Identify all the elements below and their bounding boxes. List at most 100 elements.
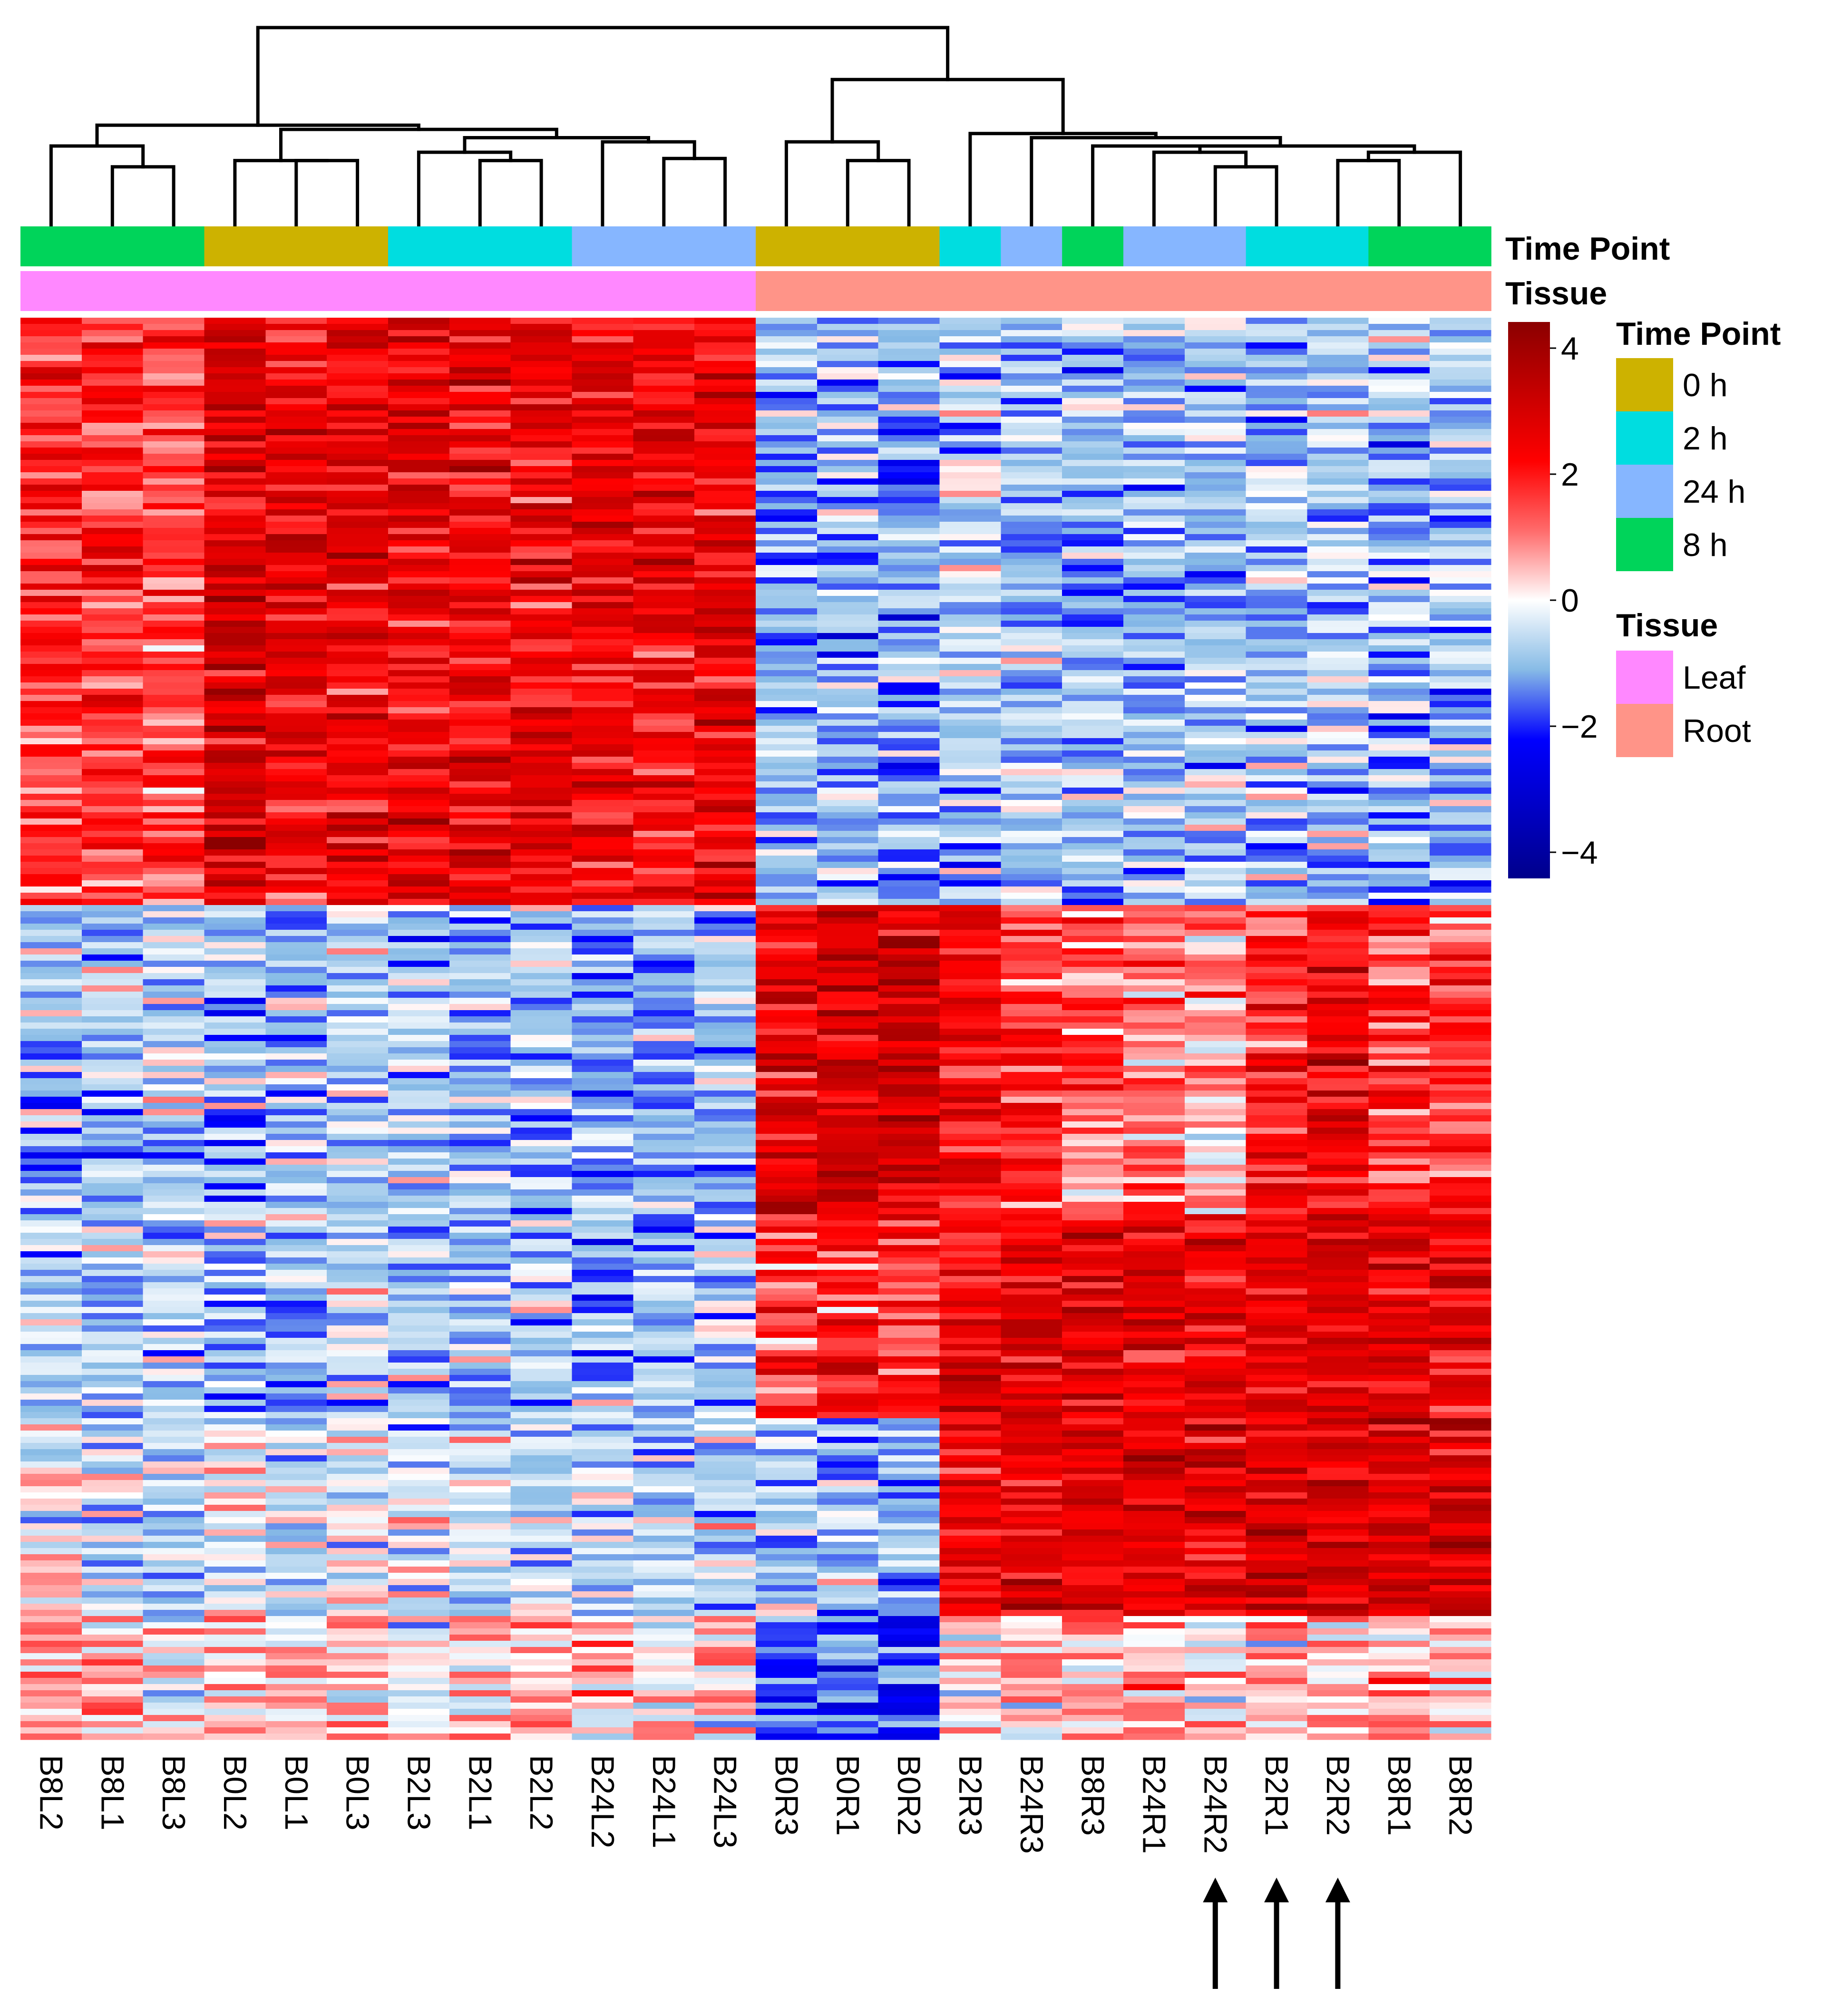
heatmap-cell xyxy=(449,917,511,924)
heatmap-cell xyxy=(1001,528,1062,535)
heatmap-cell xyxy=(388,886,450,893)
heatmap-cell xyxy=(817,602,879,609)
heatmap-cell xyxy=(388,398,450,405)
heatmap-cell xyxy=(1184,1616,1247,1623)
heatmap-cell xyxy=(327,1091,389,1097)
heatmap-cell xyxy=(143,491,205,497)
heatmap-cell xyxy=(1307,497,1369,504)
heatmap-cell xyxy=(878,1635,940,1641)
heatmap-cell xyxy=(633,1041,695,1048)
heatmap-cell xyxy=(20,1659,82,1666)
heatmap-cell xyxy=(1246,998,1308,1004)
heatmap-cell xyxy=(633,1152,695,1159)
heatmap-cell xyxy=(204,1431,266,1437)
heatmap-cell xyxy=(572,1233,633,1239)
heatmap-cell xyxy=(1062,1350,1124,1357)
heatmap-cell xyxy=(756,652,818,658)
heatmap-cell xyxy=(1246,1523,1308,1530)
heatmap-cell xyxy=(204,942,266,949)
heatmap-cell xyxy=(1307,361,1369,368)
heatmap-cell xyxy=(1307,466,1369,473)
heatmap-cell xyxy=(204,1721,266,1728)
heatmap-cell xyxy=(81,992,144,998)
heatmap-cell xyxy=(204,602,266,609)
heatmap-cell xyxy=(1001,893,1062,899)
heatmap-cell xyxy=(388,1023,450,1029)
heatmap-cell xyxy=(694,1282,756,1289)
heatmap-cell xyxy=(204,1585,266,1592)
heatmap-cell xyxy=(81,528,144,535)
heatmap-cell xyxy=(756,410,818,417)
heatmap-cell xyxy=(143,528,205,535)
heatmap-cell xyxy=(1246,1387,1308,1394)
heatmap-cell xyxy=(81,1709,144,1715)
heatmap-cell xyxy=(510,1424,573,1431)
heatmap-cell xyxy=(694,1251,756,1258)
heatmap-cell xyxy=(449,633,511,640)
heatmap-cell xyxy=(143,1196,205,1202)
heatmap-cell xyxy=(1062,342,1124,349)
heatmap-cell xyxy=(1001,763,1062,769)
heatmap-cell xyxy=(878,1672,940,1678)
heatmap-cell xyxy=(204,788,266,794)
heatmap-cell xyxy=(756,1492,818,1499)
heatmap-cell xyxy=(265,1146,327,1153)
heatmap-cell xyxy=(143,781,205,788)
heatmap-cell xyxy=(1001,1727,1062,1734)
heatmap-cell xyxy=(1123,763,1185,769)
heatmap-cell xyxy=(817,769,879,776)
heatmap-cell xyxy=(510,812,573,819)
heatmap-cell xyxy=(449,324,511,331)
heatmap-cell xyxy=(143,1202,205,1208)
heatmap-cell xyxy=(265,1418,327,1425)
heatmap-cell xyxy=(878,1276,940,1283)
heatmap-cell xyxy=(1123,1010,1185,1017)
heatmap-cell xyxy=(1246,713,1308,720)
heatmap-cell xyxy=(81,856,144,862)
heatmap-cell xyxy=(1123,509,1185,516)
heatmap-cell xyxy=(388,1622,450,1629)
heatmap-cell xyxy=(939,905,1001,912)
heatmap-cell xyxy=(1307,367,1369,374)
heatmap-cell xyxy=(1246,893,1308,899)
heatmap-cell xyxy=(633,1505,695,1511)
heatmap-cell xyxy=(572,1499,633,1505)
heatmap-cell xyxy=(265,522,327,528)
heatmap-cell xyxy=(327,1202,389,1208)
heatmap-cell xyxy=(143,1455,205,1462)
heatmap-cell xyxy=(327,454,389,460)
heatmap-cell xyxy=(939,1486,1001,1493)
heatmap-cell xyxy=(20,509,82,516)
heatmap-cell xyxy=(327,1616,389,1623)
heatmap-cell xyxy=(265,948,327,955)
heatmap-cell xyxy=(265,652,327,658)
heatmap-cell xyxy=(756,1715,818,1722)
heatmap-cell xyxy=(572,503,633,510)
heatmap-cell xyxy=(143,1097,205,1103)
heatmap-cell xyxy=(20,1492,82,1499)
heatmap-cell xyxy=(143,417,205,423)
heatmap-cell xyxy=(1001,930,1062,936)
heatmap-cell xyxy=(1246,1152,1308,1159)
heatmap-cell xyxy=(633,516,695,522)
heatmap-cell xyxy=(878,1233,940,1239)
heatmap-cell xyxy=(694,1597,756,1604)
heatmap-cell xyxy=(1184,1060,1247,1066)
heatmap-cell xyxy=(81,1387,144,1394)
heatmap-cell xyxy=(817,1251,879,1258)
heatmap-cell xyxy=(817,1449,879,1456)
heatmap-cell xyxy=(265,750,327,757)
heatmap-cell xyxy=(1123,485,1185,491)
heatmap-cell xyxy=(572,732,633,739)
heatmap-cell xyxy=(1001,843,1062,850)
heatmap-cell xyxy=(510,1053,573,1060)
heatmap-cell xyxy=(572,1227,633,1233)
heatmap-cell xyxy=(878,831,940,838)
heatmap-cell xyxy=(1246,1072,1308,1079)
heatmap-cell xyxy=(878,992,940,998)
heatmap-cell xyxy=(939,1523,1001,1530)
heatmap-cell xyxy=(510,874,573,881)
heatmap-cell xyxy=(1123,590,1185,596)
heatmap-cell xyxy=(510,1041,573,1048)
heatmap-cell xyxy=(756,559,818,565)
